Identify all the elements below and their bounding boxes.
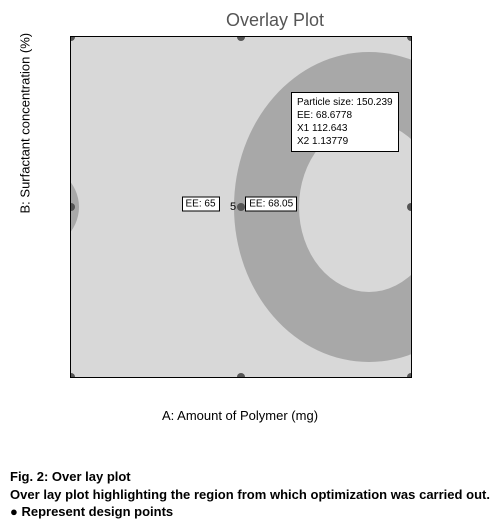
overlay-plot-figure: Overlay Plot B: Surfactant concentration… <box>10 10 490 450</box>
tooltip-line: Particle size: 150.239 <box>297 96 393 109</box>
chart-title: Overlay Plot <box>10 10 490 31</box>
design-point <box>237 203 245 211</box>
plot-area: 5 EE: 65 EE: 68.05 Particle size: 150.239EE… <box>70 36 412 378</box>
design-point <box>407 36 412 41</box>
caption-body: Over lay plot highlighting the region fr… <box>10 487 490 520</box>
ee-contour-label: EE: 68.05 <box>245 196 297 211</box>
caption-title: Fig. 2: Over lay plot <box>10 468 490 486</box>
design-point <box>237 373 245 378</box>
design-point <box>407 373 412 378</box>
plot-container: B: Surfactant concentration (%) 5EE: 65E… <box>70 36 490 423</box>
design-point <box>70 373 75 378</box>
tooltip-line: X1 112.643 <box>297 122 393 135</box>
design-point <box>237 36 245 41</box>
y-axis-label: B: Surfactant concentration (%) <box>18 33 33 214</box>
tooltip-line: EE: 68.6778 <box>297 109 393 122</box>
tooltip-line: X2 1.13779 <box>297 135 393 148</box>
center-point-label: 5 <box>230 201 236 213</box>
figure-caption: Fig. 2: Over lay plot Over lay plot high… <box>10 468 490 521</box>
design-point <box>407 203 412 211</box>
x-axis-label: A: Amount of Polymer (mg) <box>70 408 410 423</box>
ee-contour-label: EE: 65 <box>182 196 220 211</box>
prediction-tooltip: Particle size: 150.239EE: 68.6778X1 112.… <box>291 92 399 152</box>
